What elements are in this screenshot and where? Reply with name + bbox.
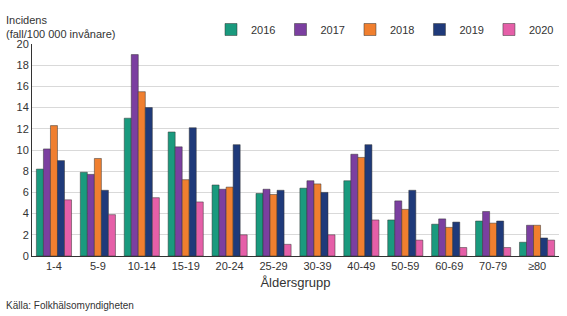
svg-text:2016: 2016 — [251, 24, 275, 36]
svg-text:Incidens(fall/100 000 invånare: Incidens(fall/100 000 invånare) — [6, 14, 115, 40]
svg-text:60-69: 60-69 — [435, 260, 463, 272]
svg-text:4: 4 — [23, 207, 29, 219]
svg-text:70-79: 70-79 — [479, 260, 507, 272]
svg-text:2020: 2020 — [529, 24, 553, 36]
svg-text:8: 8 — [23, 165, 29, 177]
svg-text:Källa: Folkhälsomyndigheten: Källa: Folkhälsomyndigheten — [6, 300, 134, 311]
svg-text:6: 6 — [23, 186, 29, 198]
svg-text:≥80: ≥80 — [528, 260, 546, 272]
svg-text:50-59: 50-59 — [391, 260, 419, 272]
svg-text:40-49: 40-49 — [347, 260, 375, 272]
svg-text:18: 18 — [17, 59, 29, 71]
svg-text:2: 2 — [23, 229, 29, 241]
svg-text:Åldersgrupp: Åldersgrupp — [260, 275, 330, 290]
svg-text:20-24: 20-24 — [216, 260, 244, 272]
svg-text:10-14: 10-14 — [128, 260, 156, 272]
svg-text:16: 16 — [17, 80, 29, 92]
svg-text:0: 0 — [23, 250, 29, 262]
svg-text:12: 12 — [17, 123, 29, 135]
svg-text:5-9: 5-9 — [90, 260, 106, 272]
svg-text:30-39: 30-39 — [303, 260, 331, 272]
svg-text:2018: 2018 — [390, 24, 414, 36]
svg-text:10: 10 — [17, 144, 29, 156]
svg-text:14: 14 — [17, 101, 29, 113]
svg-text:2017: 2017 — [320, 24, 344, 36]
svg-text:2019: 2019 — [459, 24, 483, 36]
svg-text:25-29: 25-29 — [259, 260, 287, 272]
svg-text:15-19: 15-19 — [172, 260, 200, 272]
svg-text:20: 20 — [17, 38, 29, 50]
svg-text:1-4: 1-4 — [46, 260, 62, 272]
